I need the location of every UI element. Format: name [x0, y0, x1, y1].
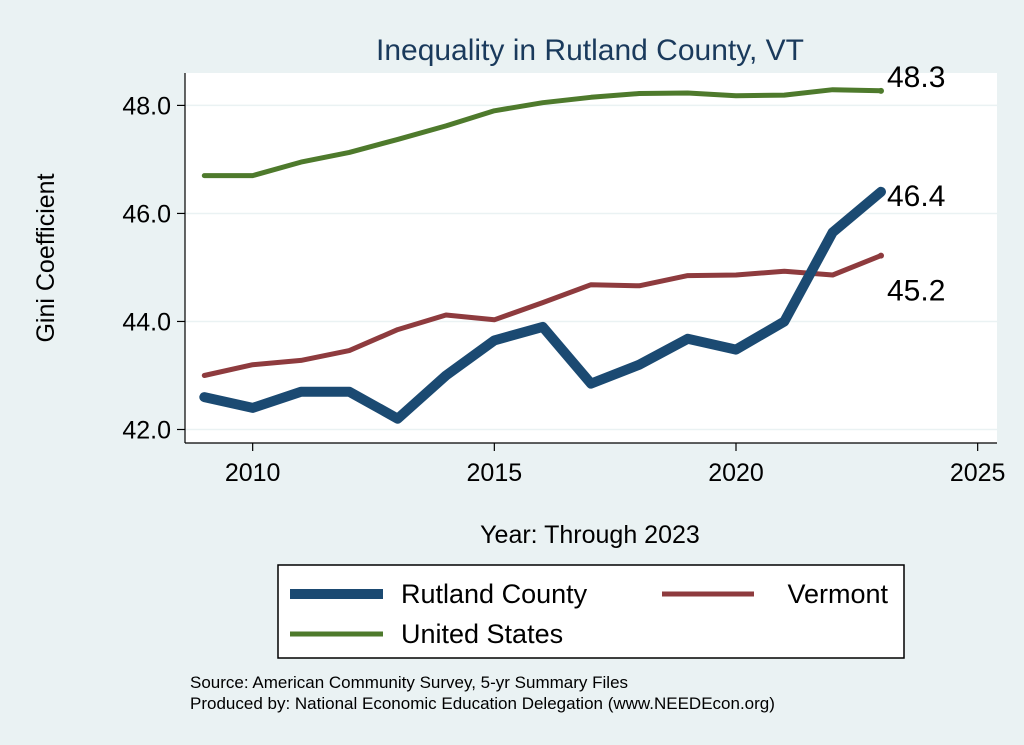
end-label: 45.2 — [887, 275, 945, 308]
series-line-united-states — [201, 87, 884, 179]
legend-label: Rutland County — [401, 579, 588, 609]
series-lines — [199, 87, 886, 424]
legend-label: United States — [401, 619, 563, 649]
x-tick-label: 2015 — [467, 459, 523, 487]
series-end-point — [878, 87, 884, 94]
y-tick-label: 44.0 — [122, 308, 171, 336]
source-line-2: Produced by: National Economic Education… — [190, 694, 775, 713]
x-axis-title: Year: Through 2023 — [480, 521, 700, 549]
x-tick-label: 2010 — [225, 459, 281, 487]
y-axis-ticks: 42.0 44.0 46.0 48.0 — [122, 92, 185, 444]
y-tick-label: 42.0 — [122, 416, 171, 444]
series-line-vermont — [201, 253, 884, 378]
series-line-rutland-county — [199, 186, 886, 424]
legend-label: Vermont — [787, 579, 888, 609]
source-line-1: Source: American Community Survey, 5-yr … — [190, 673, 628, 692]
y-tick-label: 46.0 — [122, 200, 171, 228]
end-label: 46.4 — [887, 180, 945, 213]
y-axis-title: Gini Coefficient — [32, 173, 60, 342]
y-tick-label: 48.0 — [122, 92, 171, 120]
x-tick-label: 2025 — [950, 459, 1006, 487]
legend-box — [277, 564, 905, 659]
end-labels: 46.4 45.2 48.3 — [878, 61, 945, 308]
chart-title: Inequality in Rutland County, VT — [376, 34, 804, 67]
legend: Rutland County Vermont United States — [290, 579, 888, 649]
series-end-point — [878, 252, 884, 259]
x-axis-ticks: 2010 2015 2020 2025 — [225, 443, 1006, 487]
x-tick-label: 2020 — [708, 459, 764, 487]
end-label: 48.3 — [887, 61, 945, 94]
series-end-point — [878, 188, 884, 195]
